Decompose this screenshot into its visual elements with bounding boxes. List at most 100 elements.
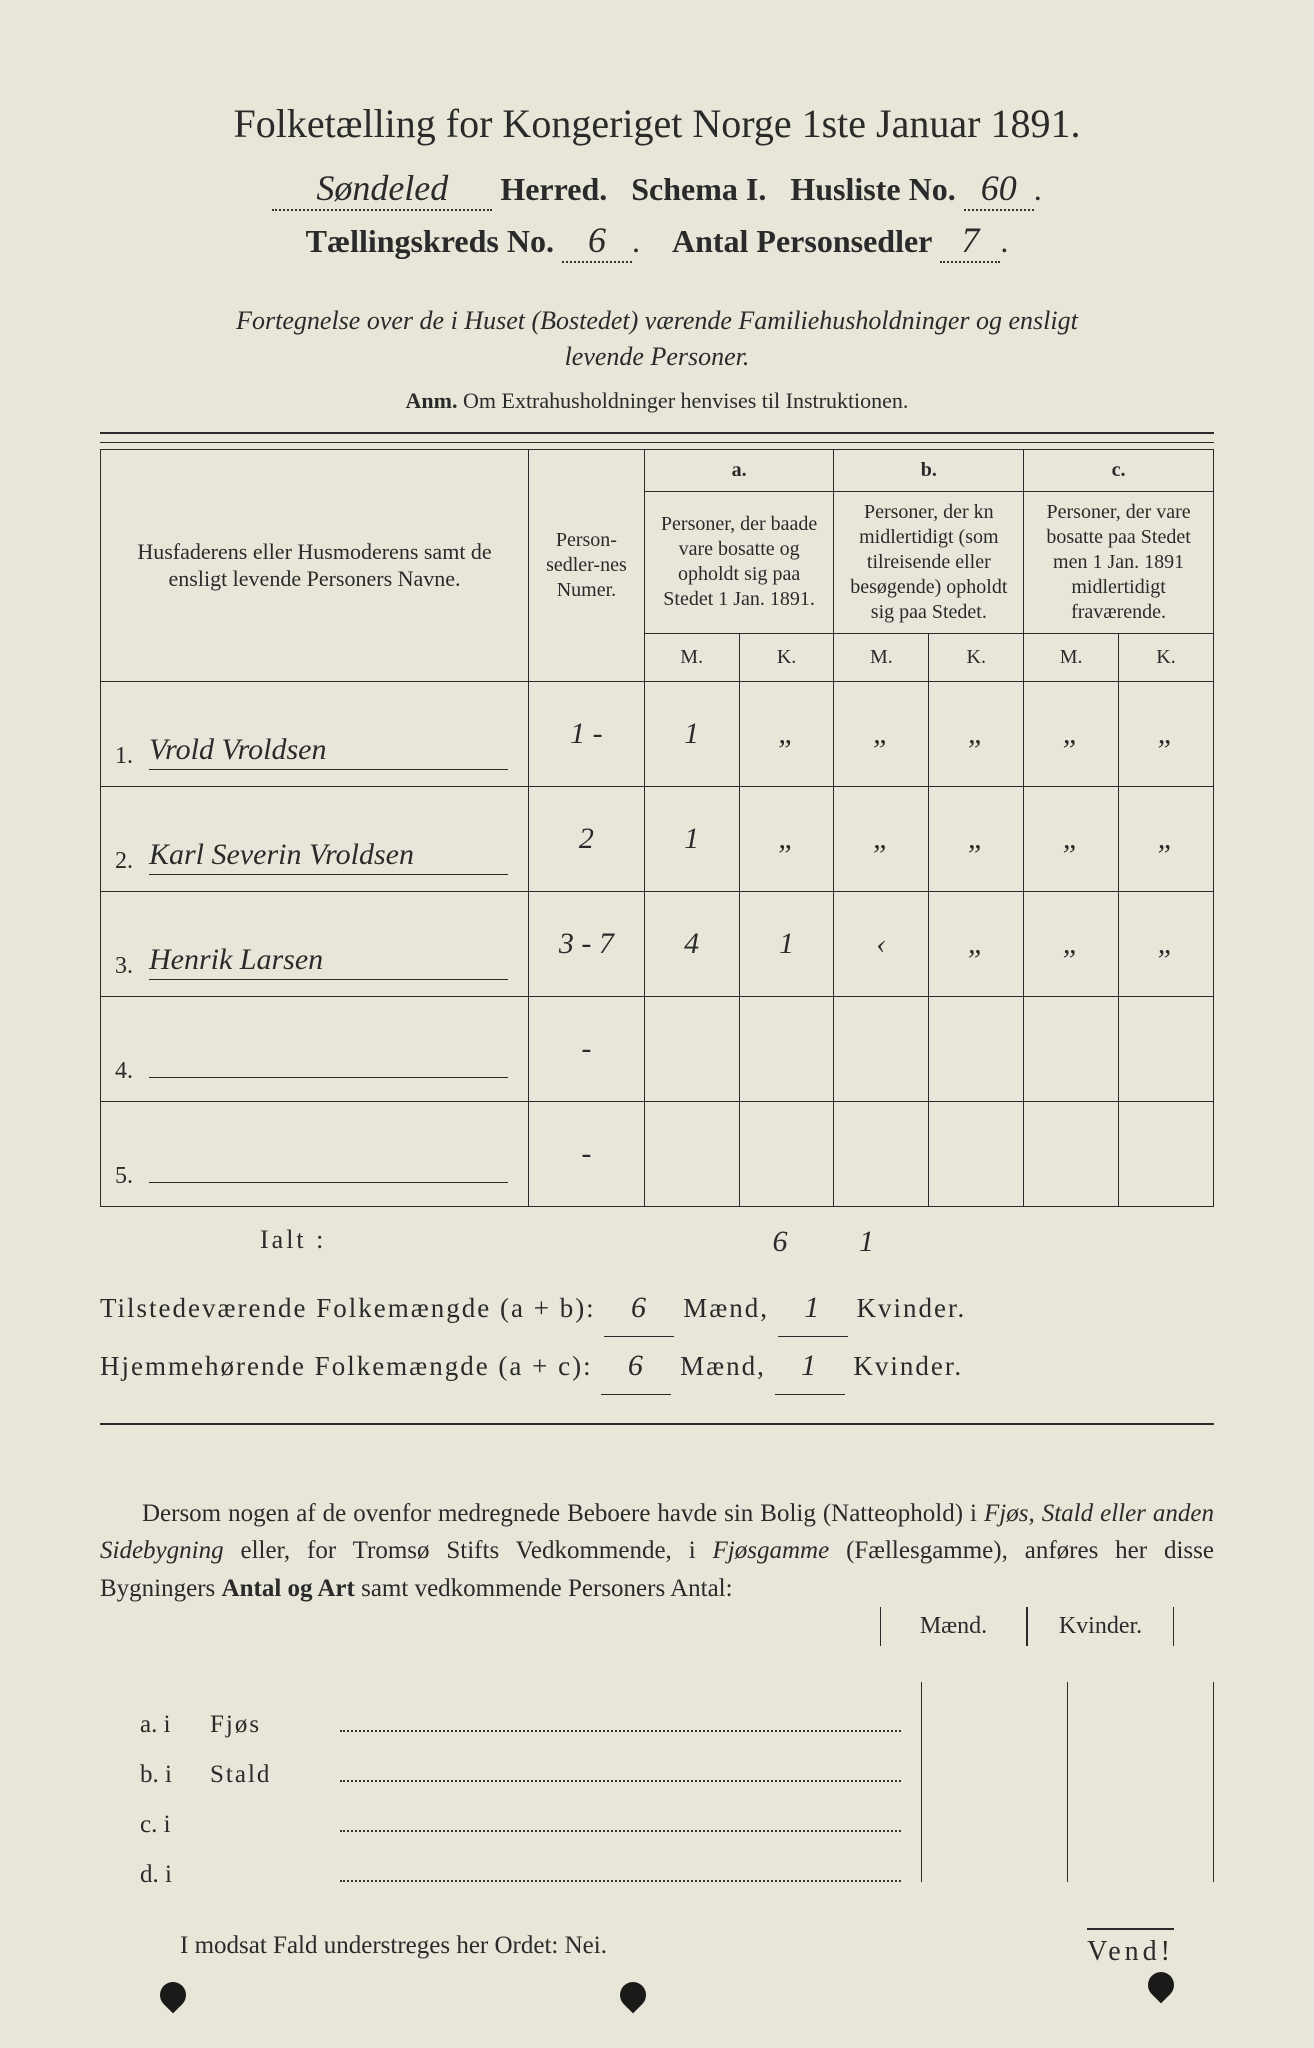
cell-aK: 1 xyxy=(739,891,834,996)
sum1-k: 1 xyxy=(778,1279,848,1337)
sum1-m: 6 xyxy=(604,1279,674,1337)
rule-top-thin xyxy=(100,442,1214,443)
cell-num: 1 - xyxy=(529,681,645,786)
cell-bM: ‹ xyxy=(834,891,929,996)
row-name-cell: 3.Henrik Larsen xyxy=(101,891,529,996)
th-c: Personer, der vare bosatte paa Stedet me… xyxy=(1024,491,1214,633)
th-c-head: c. xyxy=(1024,449,1214,491)
subtitle-line1: Fortegnelse over de i Huset (Bostedet) v… xyxy=(236,306,1078,335)
table-row: 1.Vrold Vroldsen1 -1„„„„„ xyxy=(101,681,1214,786)
outbuild-row: c. i xyxy=(100,1782,1214,1832)
row-name-cell: 2.Karl Severin Vroldsen xyxy=(101,786,529,891)
subtitle: Fortegnelse over de i Huset (Bostedet) v… xyxy=(100,303,1214,376)
anm-bold: Anm. xyxy=(406,388,458,413)
outbuild-row: b. iStald xyxy=(100,1732,1214,1782)
outbuild-row: a. iFjøs xyxy=(100,1682,1214,1732)
husliste-handwritten: 60 xyxy=(981,168,1017,208)
cell-bK: „ xyxy=(929,786,1024,891)
cell-bK: „ xyxy=(929,681,1024,786)
th-b-head: b. xyxy=(834,449,1024,491)
sum2-k: 1 xyxy=(775,1337,845,1395)
cell-bM: „ xyxy=(834,786,929,891)
nei-line: I modsat Fald understreges her Ordet: Ne… xyxy=(100,1932,1214,1960)
th-num: Person-sedler-nes Numer. xyxy=(529,449,645,681)
summary-line1: Tilstedeværende Folkemængde (a + b): 6 M… xyxy=(100,1279,1214,1337)
th-a-k: K. xyxy=(739,633,834,681)
row-name-cell: 5. xyxy=(101,1101,529,1206)
th-a: Personer, der baade vare bosatte og opho… xyxy=(644,491,834,633)
cell-num: - xyxy=(529,1101,645,1206)
subtitle-line2: levende Personer. xyxy=(565,342,750,371)
ialt-a-k: 1 xyxy=(827,1225,907,1259)
cell-num: 2 xyxy=(529,786,645,891)
page-title: Folketælling for Kongeriget Norge 1ste J… xyxy=(100,100,1214,147)
schema-label: Schema I. xyxy=(631,171,766,207)
outbuild-mk-header: Mænd. Kvinder. xyxy=(100,1607,1214,1646)
cell-num: - xyxy=(529,996,645,1101)
table-row: 4.- xyxy=(101,996,1214,1101)
cell-cK: „ xyxy=(1119,681,1214,786)
ialt-label: Ialt : xyxy=(100,1225,680,1259)
sum1-pre: Tilstedeværende Folkemængde (a + b): xyxy=(100,1293,596,1323)
paper-tear-icon xyxy=(155,1977,192,2014)
table-row: 5.- xyxy=(101,1101,1214,1206)
cell-aK xyxy=(739,1101,834,1206)
cell-bK: „ xyxy=(929,891,1024,996)
husliste-label: Husliste No. xyxy=(790,171,955,207)
kreds-label: Tællingskreds No. xyxy=(306,223,554,259)
census-form-page: Folketælling for Kongeriget Norge 1ste J… xyxy=(0,0,1314,2048)
kreds-handwritten: 6 xyxy=(588,220,606,260)
cell-bK xyxy=(929,1101,1024,1206)
cell-aM: 1 xyxy=(644,681,739,786)
cell-aM: 1 xyxy=(644,786,739,891)
th-name: Husfaderens eller Husmoderens samt de en… xyxy=(101,449,529,681)
cell-bM: „ xyxy=(834,681,929,786)
cell-aM: 4 xyxy=(644,891,739,996)
sum2-end: Kvinder. xyxy=(853,1351,963,1381)
th-c-k: K. xyxy=(1119,633,1214,681)
row-name-cell: 1.Vrold Vroldsen xyxy=(101,681,529,786)
cell-cK xyxy=(1119,996,1214,1101)
sum2-pre: Hjemmehørende Folkemængde (a + c): xyxy=(100,1351,593,1381)
cell-aK: „ xyxy=(739,681,834,786)
sum2-m: 6 xyxy=(601,1337,671,1395)
summary-line2: Hjemmehørende Folkemængde (a + c): 6 Mæn… xyxy=(100,1337,1214,1395)
ialt-row: Ialt : 6 1 xyxy=(100,1225,1214,1259)
antal-handwritten: 7 xyxy=(961,220,979,260)
ialt-a-m: 6 xyxy=(740,1225,820,1259)
th-b: Personer, der kn midlertidigt (som tilre… xyxy=(834,491,1024,633)
sum1-end: Kvinder. xyxy=(856,1293,966,1323)
sum2-mid: Mænd, xyxy=(680,1351,766,1381)
th-b-k: K. xyxy=(929,633,1024,681)
cell-cM xyxy=(1024,996,1119,1101)
cell-cM xyxy=(1024,1101,1119,1206)
summary-block: Tilstedeværende Folkemængde (a + b): 6 M… xyxy=(100,1279,1214,1395)
rule-mid xyxy=(100,1423,1214,1425)
cell-cM: „ xyxy=(1024,786,1119,891)
main-table: Husfaderens eller Husmoderens samt de en… xyxy=(100,449,1214,1207)
row-name-cell: 4. xyxy=(101,996,529,1101)
cell-bM xyxy=(834,996,929,1101)
antal-label: Antal Personsedler xyxy=(672,223,932,259)
outbuild-list: a. iFjøsb. iStaldc. id. i xyxy=(100,1682,1214,1882)
th-a-m: M. xyxy=(644,633,739,681)
cell-aK: „ xyxy=(739,786,834,891)
paper-tear-icon xyxy=(615,1977,652,2014)
outbuild-maend: Mænd. xyxy=(880,1607,1027,1646)
outbuild-row: d. i xyxy=(100,1832,1214,1882)
cell-cK: „ xyxy=(1119,891,1214,996)
outbuilding-paragraph: Dersom nogen af de ovenfor medregnede Be… xyxy=(100,1495,1214,1608)
cell-cK: „ xyxy=(1119,786,1214,891)
anm-rest: Om Extrahusholdninger henvises til Instr… xyxy=(458,388,909,413)
table-row: 2.Karl Severin Vroldsen21„„„„„ xyxy=(101,786,1214,891)
cell-aM xyxy=(644,1101,739,1206)
header-line-kreds: Tællingskreds No. 6. Antal Personsedler … xyxy=(100,219,1214,263)
herred-handwritten: Søndeled xyxy=(316,168,448,208)
rule-top xyxy=(100,432,1214,434)
cell-bM xyxy=(834,1101,929,1206)
cell-aK xyxy=(739,996,834,1101)
outbuild-kvinder: Kvinder. xyxy=(1027,1607,1174,1646)
cell-aM xyxy=(644,996,739,1101)
cell-cM: „ xyxy=(1024,681,1119,786)
th-b-m: M. xyxy=(834,633,929,681)
